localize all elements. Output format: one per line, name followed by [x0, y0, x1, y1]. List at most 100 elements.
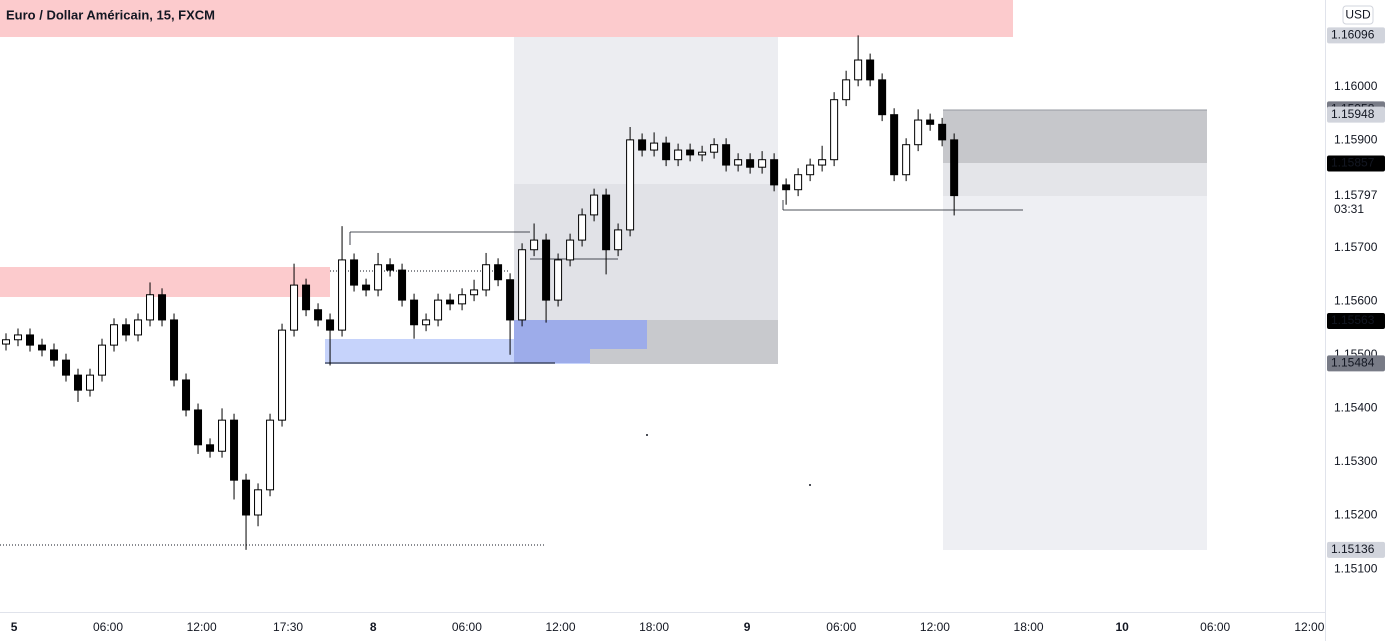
- price-label: 1.15484: [1331, 356, 1375, 370]
- candle-body: [554, 259, 563, 301]
- countdown: 03:31: [1334, 202, 1364, 216]
- price-label-bg: [1327, 106, 1385, 123]
- candle-body: [62, 359, 71, 376]
- candle-body: [98, 344, 107, 376]
- candle-body: [50, 349, 59, 361]
- y-tick-label: 1.15300: [1334, 454, 1378, 468]
- candle-body: [710, 144, 719, 153]
- candle-body: [278, 329, 287, 421]
- candle-body: [902, 144, 911, 176]
- candle-body: [938, 123, 947, 141]
- candle-body: [206, 444, 215, 452]
- x-tick-label: 06:00: [452, 620, 482, 634]
- candle-body: [470, 289, 479, 296]
- price-label-bg: [1327, 27, 1385, 44]
- candle-body: [458, 294, 467, 305]
- candle-body: [854, 59, 863, 81]
- y-tick-label: 1.15900: [1334, 133, 1378, 147]
- candle-body: [338, 259, 347, 331]
- candle-body: [758, 159, 767, 168]
- x-tick-label: 06:00: [93, 620, 123, 634]
- dot: [646, 434, 648, 436]
- candle-body: [746, 159, 755, 168]
- position-box: [943, 196, 1207, 550]
- candle-body: [26, 334, 35, 346]
- candle-body: [686, 149, 695, 156]
- candle-body: [914, 119, 923, 146]
- candle-body: [674, 149, 683, 161]
- position-box: [943, 163, 1207, 196]
- price-label: 1.15136: [1331, 542, 1375, 556]
- candle-body: [134, 319, 143, 336]
- currency-label[interactable]: USD: [1345, 8, 1371, 22]
- last-price: 1.15797: [1334, 188, 1378, 202]
- candle-body: [410, 299, 419, 326]
- candle-body: [578, 214, 587, 241]
- x-tick-label: 12:00: [1294, 620, 1324, 634]
- x-tick-label: 12:00: [545, 620, 575, 634]
- position-box: [514, 37, 778, 184]
- candle-body: [74, 374, 83, 391]
- candle-body: [86, 374, 95, 391]
- candle-body: [638, 139, 647, 151]
- candle-body: [518, 249, 527, 321]
- x-tick-label: 18:00: [639, 620, 669, 634]
- candle-body: [818, 159, 827, 166]
- candle-body: [722, 144, 731, 166]
- dot: [809, 484, 811, 486]
- candle-body: [494, 264, 503, 281]
- price-label-bg: [1327, 541, 1385, 558]
- candle-body: [218, 419, 227, 452]
- y-tick-label: 1.16000: [1334, 79, 1378, 93]
- candle-body: [362, 284, 371, 291]
- candle-body: [626, 139, 635, 231]
- candle-body: [890, 114, 899, 176]
- candle-body: [170, 319, 179, 381]
- candle-body: [542, 239, 551, 301]
- supply-zone: [0, 267, 330, 297]
- y-tick-label: 1.15700: [1334, 240, 1378, 254]
- candle-body: [866, 59, 875, 81]
- currency-button[interactable]: [1342, 5, 1374, 25]
- candle-body: [590, 194, 599, 216]
- price-label-bg: [1327, 155, 1385, 172]
- x-tick-label: 06:00: [1200, 620, 1230, 634]
- candle-body: [254, 489, 263, 516]
- candle-body: [950, 139, 959, 197]
- x-tick-label: 9: [744, 620, 751, 634]
- candle-body: [398, 269, 407, 301]
- position-box: [514, 184, 778, 320]
- candle-body: [386, 264, 395, 271]
- candle-body: [422, 319, 431, 326]
- candle-body: [662, 142, 671, 161]
- x-tick-label: 12:00: [187, 620, 217, 634]
- y-tick-label: 1.15100: [1334, 561, 1378, 575]
- candle-body: [482, 264, 491, 291]
- demand-zone: [514, 349, 590, 363]
- x-tick-label: 06:00: [826, 620, 856, 634]
- candle-body: [290, 284, 299, 331]
- candle-body: [350, 259, 359, 286]
- x-tick-label: 12:00: [920, 620, 950, 634]
- candle-body: [734, 159, 743, 166]
- candle-body: [194, 409, 203, 446]
- x-tick-label: 5: [11, 620, 18, 634]
- candle-body: [182, 379, 191, 411]
- candle-body: [314, 309, 323, 321]
- y-tick-label: 1.15200: [1334, 508, 1378, 522]
- position-box: [943, 110, 1207, 163]
- price-label: 1.15563: [1331, 313, 1375, 327]
- chart-title: Euro / Dollar Américain, 15, FXCM: [6, 7, 215, 22]
- candle-body: [878, 79, 887, 116]
- candle-body: [302, 284, 311, 311]
- candle-body: [14, 334, 23, 341]
- candle-body: [830, 99, 839, 161]
- price-label-bg: [1327, 355, 1385, 372]
- candle-body: [842, 79, 851, 101]
- candle-body: [38, 344, 47, 351]
- price-label: 1.15948: [1331, 107, 1375, 121]
- price-label: 1.15857: [1331, 156, 1375, 170]
- candle-body: [146, 294, 155, 321]
